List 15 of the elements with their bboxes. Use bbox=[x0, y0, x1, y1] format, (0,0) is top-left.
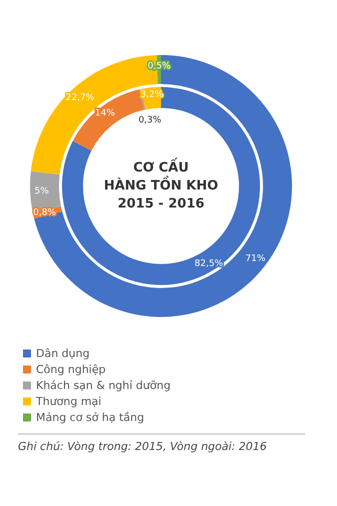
legend-label: Công nghiệp bbox=[36, 363, 106, 376]
legend-label: Thương mại bbox=[35, 395, 102, 408]
legend-label: Khách sạn & nghỉ dưỡng bbox=[36, 379, 171, 392]
data-label: 0,5% bbox=[148, 62, 171, 72]
legend-label: Mảng cơ sở hạ tầng bbox=[36, 411, 144, 424]
text: CƠ CẤU HÀNG TỒN KHO 2015 - 2016 bbox=[104, 158, 218, 212]
data-label: 71% bbox=[245, 254, 266, 264]
text: Ghi chú: Vòng trong: 2015, Vòng ngoài: 2016 bbox=[18, 440, 267, 453]
data-label: 0,8% bbox=[33, 208, 56, 218]
data-label: 14% bbox=[94, 108, 116, 119]
legend-label: Dân dụng bbox=[36, 347, 90, 360]
data-label: 0,3% bbox=[138, 116, 162, 126]
data-label: 5% bbox=[34, 186, 50, 196]
data-label: 82,5% bbox=[194, 259, 224, 270]
data-label: 22,7% bbox=[66, 93, 95, 104]
